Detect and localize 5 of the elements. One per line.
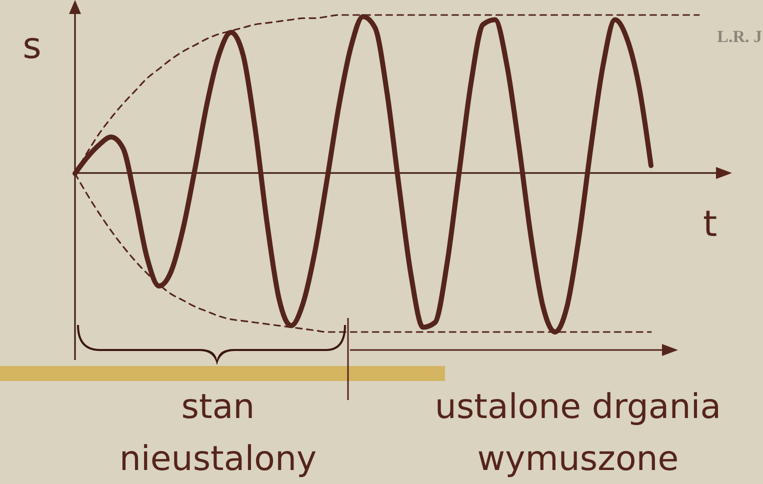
y-axis-title: s [22,26,42,67]
text: stan nieustalony [119,387,317,479]
x-axis-title: t [702,204,718,245]
annotation: L.R. J [717,27,762,46]
text: ustalone drgania wymuszone [434,387,722,479]
